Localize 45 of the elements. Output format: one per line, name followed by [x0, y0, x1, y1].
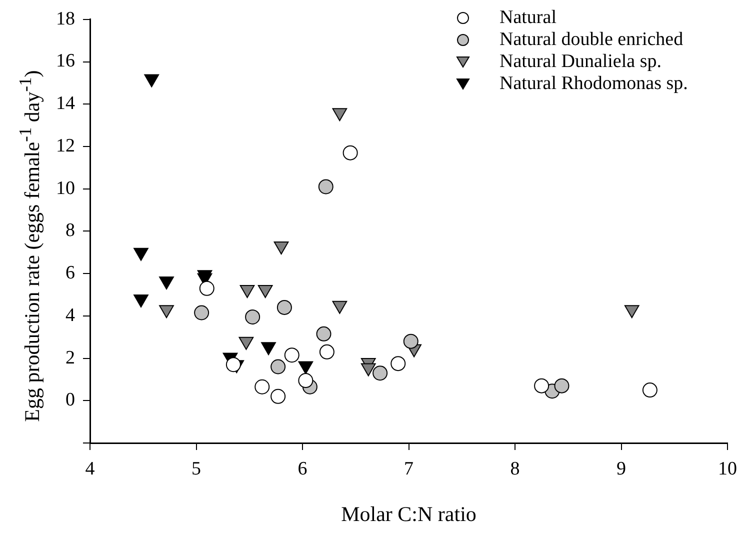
y-tick-label: 8 — [66, 220, 75, 242]
point — [240, 284, 255, 298]
x-axis-title: Molar C:N ratio — [341, 502, 476, 526]
x-tick-label: 8 — [510, 458, 520, 480]
point — [194, 305, 210, 320]
point — [226, 357, 241, 372]
x-tick-label: 10 — [718, 458, 737, 480]
legend-label: Natural double enriched — [500, 29, 684, 52]
point — [134, 294, 148, 308]
point — [274, 242, 289, 255]
y-tick-label: 12 — [56, 135, 75, 156]
point — [144, 74, 160, 88]
point — [298, 373, 314, 388]
point — [403, 334, 418, 349]
y-tick-label: 18 — [56, 8, 75, 30]
y-tick-label: 16 — [56, 50, 75, 72]
y-tick-label: 14 — [56, 93, 76, 114]
point — [534, 378, 550, 394]
legend-label: Natural Rhodomonas sp. — [500, 73, 688, 96]
point — [245, 309, 260, 324]
y-tick-label: 2 — [66, 347, 75, 368]
point — [332, 108, 348, 122]
legend-label: Natural Dunaliela sp. — [500, 51, 662, 74]
point — [159, 276, 174, 290]
point — [554, 378, 570, 394]
point — [159, 305, 174, 318]
legend-label: Natural — [500, 7, 556, 30]
x-tick-label: 5 — [192, 458, 201, 480]
y-tick-label: 4 — [66, 304, 76, 326]
x-tick-label: 6 — [298, 458, 308, 480]
point — [624, 305, 640, 318]
x-tick-label: 9 — [616, 458, 626, 480]
point — [276, 300, 292, 315]
point — [270, 359, 286, 374]
point — [372, 366, 388, 381]
x-tick-label: 4 — [85, 458, 96, 480]
point — [332, 300, 348, 314]
point — [238, 336, 254, 350]
y-tick-label: 0 — [66, 390, 75, 411]
y-tick-label: 6 — [66, 262, 75, 284]
point — [134, 248, 148, 261]
point — [316, 326, 332, 342]
x-tick-label: 7 — [404, 458, 414, 480]
point — [258, 284, 273, 298]
y-tick-label: 10 — [56, 178, 75, 199]
